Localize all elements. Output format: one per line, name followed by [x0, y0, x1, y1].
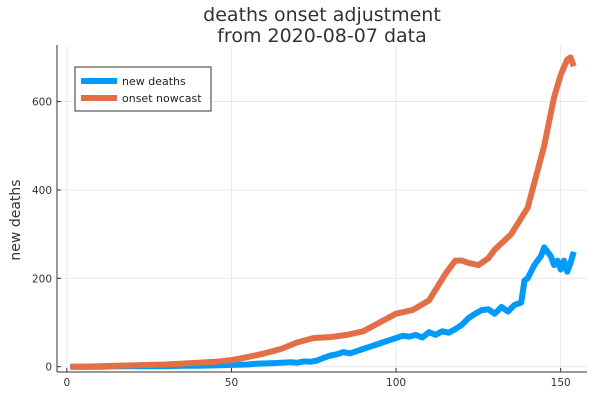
- legend: new deaths onset nowcast: [74, 66, 212, 112]
- tick-labels: 0 50 100 150 0 200 400 600: [32, 97, 571, 389]
- y-axis-label: new deaths: [8, 179, 24, 260]
- chart-subtitle: from 2020-08-07 data: [217, 25, 427, 47]
- y-tick-label: 0: [45, 362, 52, 374]
- series-line-onset-nowcast: [70, 54, 577, 370]
- x-tick-label: 0: [64, 377, 71, 389]
- series-line-new-deaths: [70, 244, 577, 370]
- x-tick-label: 100: [386, 377, 406, 389]
- x-tick-label: 50: [225, 377, 238, 389]
- legend-label-new-deaths: new deaths: [122, 75, 186, 88]
- y-tick-label: 200: [32, 273, 52, 285]
- chart-title: deaths onset adjustment: [203, 4, 441, 26]
- series-lines: [70, 54, 577, 370]
- legend-box: [74, 66, 212, 112]
- y-tick-label: 400: [32, 185, 52, 197]
- x-tick-label: 150: [551, 377, 571, 389]
- legend-label-onset-nowcast: onset nowcast: [122, 92, 202, 105]
- y-tick-label: 600: [32, 97, 52, 109]
- axes: [56, 45, 587, 373]
